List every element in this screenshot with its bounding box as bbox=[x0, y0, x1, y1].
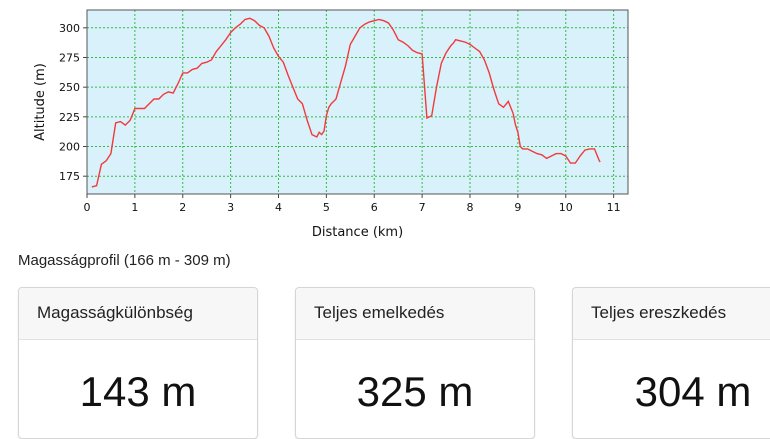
x-tick-label: 1 bbox=[131, 201, 138, 214]
card-value: 325 m bbox=[356, 368, 474, 415]
card-title: Magasságkülönbség bbox=[19, 288, 257, 340]
total-ascent-card: Teljes emelkedés 325 m bbox=[295, 287, 535, 439]
card-title: Teljes ereszkedés bbox=[573, 288, 770, 340]
x-tick-label: 10 bbox=[559, 201, 573, 214]
y-tick-label: 225 bbox=[59, 111, 80, 124]
y-tick-label: 175 bbox=[59, 170, 80, 183]
y-tick-label: 200 bbox=[59, 141, 80, 154]
y-tick-label: 275 bbox=[59, 51, 80, 64]
x-tick-label: 11 bbox=[607, 201, 621, 214]
x-tick-label: 8 bbox=[467, 201, 474, 214]
x-tick-label: 0 bbox=[84, 201, 91, 214]
x-tick-label: 4 bbox=[275, 201, 282, 214]
x-tick-labels: 0 1 2 3 4 5 6 7 8 9 10 11 bbox=[84, 201, 621, 214]
x-tick-label: 9 bbox=[514, 201, 521, 214]
y-tick-labels: 175 200 225 250 275 300 bbox=[59, 22, 80, 183]
plot-area bbox=[87, 10, 628, 194]
elevation-line bbox=[91, 17, 601, 188]
elevation-difference-card: Magasságkülönbség 143 m bbox=[18, 287, 258, 439]
x-tick-label: 7 bbox=[419, 201, 426, 214]
card-value: 304 m bbox=[634, 368, 752, 415]
grid-lines bbox=[86, 10, 628, 194]
x-tick-label: 6 bbox=[371, 201, 378, 214]
y-axis-label: Altitude (m) bbox=[33, 63, 48, 141]
axis-ticks bbox=[83, 27, 615, 198]
x-tick-label: 3 bbox=[227, 201, 234, 214]
y-tick-label: 250 bbox=[59, 81, 80, 94]
plot-frame bbox=[86, 9, 629, 195]
card-value: 143 m bbox=[79, 368, 197, 415]
x-tick-label: 5 bbox=[323, 201, 330, 214]
card-title: Teljes emelkedés bbox=[296, 288, 534, 340]
elevation-chart: 0 1 2 3 4 5 6 7 8 9 10 11 175 200 225 250 275 300 Distan… bbox=[33, 9, 629, 240]
x-axis-label: Distance (km) bbox=[312, 225, 403, 240]
x-tick-label: 2 bbox=[179, 201, 186, 214]
total-descent-card: Teljes ereszkedés 304 m bbox=[572, 287, 770, 439]
elevation-profile-caption: Magasságprofil (166 m - 309 m) bbox=[18, 252, 231, 269]
y-tick-label: 300 bbox=[59, 22, 80, 35]
